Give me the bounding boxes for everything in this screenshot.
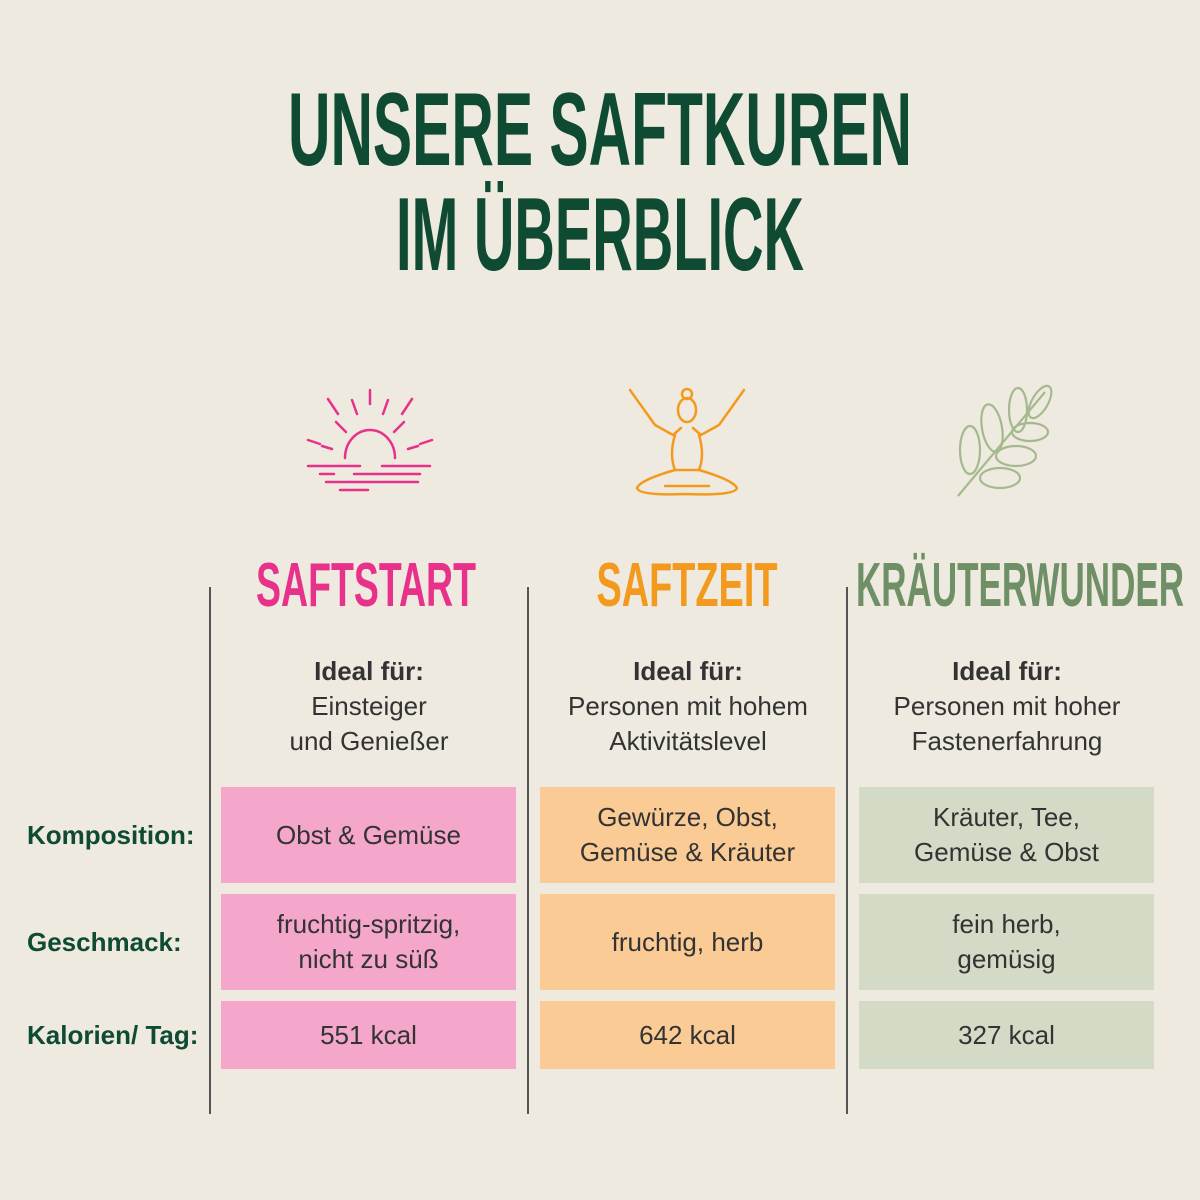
ideal-label: Ideal für: <box>633 656 743 686</box>
ideal-text: Fastenerfahrung <box>911 726 1103 756</box>
cell-kalorien: 642 kcal <box>540 1001 835 1069</box>
heading-saftzeit: SAFTZEIT <box>597 551 778 620</box>
row-label-kalorien: Kalorien/ Tag: <box>27 1019 199 1050</box>
ideal-for-saftstart: Ideal für: Einsteiger und Genießer <box>210 654 528 759</box>
ideal-text: Aktivitätslevel <box>609 726 767 756</box>
cell-text: Kräuter, Tee, <box>933 802 1080 832</box>
cell-komposition: Obst & Gemüse <box>221 787 516 883</box>
sunrise-icon <box>306 388 434 492</box>
ideal-text: Personen mit hoher <box>893 691 1121 721</box>
yoga-icon <box>628 387 746 496</box>
column-divider <box>527 587 529 1114</box>
cell-text: fruchtig, herb <box>611 926 764 957</box>
cell-text: Gemüse & Kräuter <box>579 837 796 867</box>
column-divider <box>209 587 211 1114</box>
cell-text: Obst & Gemüse <box>276 819 461 850</box>
row-label-komposition: Komposition: <box>27 819 195 850</box>
cell-text: nicht zu süß <box>298 944 439 974</box>
ideal-text: Personen mit hohem <box>568 691 808 721</box>
ideal-text: und Genießer <box>289 726 449 756</box>
heading-kraeuterwunder: KRÄUTERWUNDER <box>856 551 1184 620</box>
cell-geschmack: fruchtig, herb <box>540 894 835 990</box>
cell-kalorien: 551 kcal <box>221 1001 516 1069</box>
cell-text: Gewürze, Obst, <box>597 802 778 832</box>
column-divider <box>846 587 848 1114</box>
row-label-geschmack: Geschmack: <box>27 926 182 957</box>
title-and-headings: UNSERE SAFTKUREN IM ÜBERBLICK SAFTSTART … <box>256 72 1184 620</box>
ideal-for-kraeuterwunder: Ideal für: Personen mit hoher Fastenerfa… <box>848 654 1166 759</box>
cell-komposition: Gewürze, Obst, Gemüse & Kräuter <box>540 787 835 883</box>
cell-text: fein herb, <box>952 909 1061 939</box>
cell-geschmack: fruchtig-spritzig, nicht zu süß <box>221 894 516 990</box>
ideal-for-saftzeit: Ideal für: Personen mit hohem Aktivitäts… <box>529 654 847 759</box>
cell-text: Gemüse & Obst <box>914 837 1099 867</box>
herb-branch-icon <box>957 384 1053 497</box>
title-line-1: UNSERE SAFTKUREN <box>288 72 912 188</box>
cell-text: gemüsig <box>957 944 1056 974</box>
cell-kalorien: 327 kcal <box>859 1001 1154 1069</box>
cell-geschmack: fein herb, gemüsig <box>859 894 1154 990</box>
ideal-label: Ideal für: <box>314 656 424 686</box>
title-line-2: IM ÜBERBLICK <box>396 177 804 293</box>
ideal-label: Ideal für: <box>952 656 1062 686</box>
cell-text: fruchtig-spritzig, <box>276 909 461 939</box>
cell-komposition: Kräuter, Tee, Gemüse & Obst <box>859 787 1154 883</box>
ideal-text: Einsteiger <box>311 691 427 721</box>
heading-saftstart: SAFTSTART <box>256 551 476 620</box>
